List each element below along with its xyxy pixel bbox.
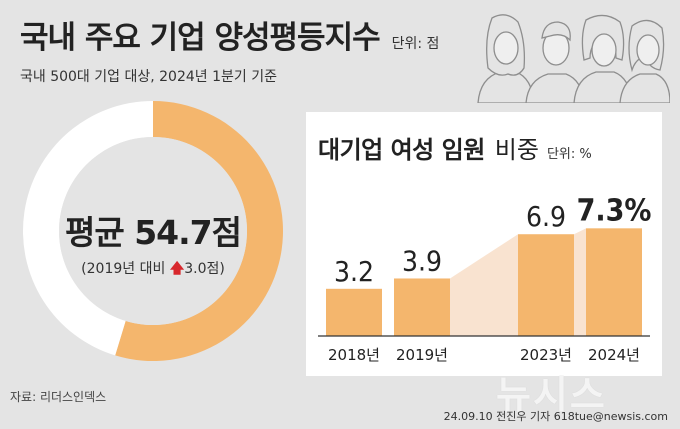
title-row: 국내 주요 기업 양성평등지수 단위: 점 — [20, 12, 439, 57]
executive-ratio-panel: 대기업 여성 임원 비중 단위: % 3.2 2018년 3.9 2019년 6.9 20… — [306, 112, 662, 376]
average-score-label: 평균 54.7점 — [65, 213, 242, 252]
category-label: 2018년 — [328, 346, 380, 364]
source-note: 자료: 리더스인덱스 — [10, 390, 107, 404]
growth-band — [450, 234, 518, 336]
category-label: 2023년 — [520, 346, 572, 364]
value-label: 7.3% — [577, 193, 652, 228]
credit-line: 24.09.10 전진우 기자 618tue@newsis.com — [443, 410, 668, 423]
executive-ratio-bar-chart: 3.2 2018년 3.9 2019년 6.9 2023년 7.3% 2024년 — [318, 193, 652, 364]
comparison-value: 3.0점) — [184, 261, 225, 277]
bar-2018년 — [326, 288, 382, 336]
up-arrow-icon: 🡅 — [169, 261, 185, 277]
bar-2019년 — [394, 278, 450, 336]
category-label: 2019년 — [396, 346, 448, 364]
growth-band-2 — [574, 228, 586, 336]
panel-title: 대기업 여성 임원 — [318, 136, 485, 164]
category-label: 2024년 — [588, 346, 640, 364]
donut-slice-1 — [22, 101, 153, 356]
panel-unit: 단위: % — [546, 147, 592, 162]
panel-title-row: 대기업 여성 임원 비중 단위: % — [318, 130, 592, 165]
women-illustration-icon — [477, 14, 670, 103]
donut-slice-0 — [115, 101, 283, 361]
value-label: 3.2 — [334, 255, 374, 288]
newsis-logo: 뉴시스 — [496, 373, 607, 417]
index-donut-chart — [22, 101, 283, 361]
value-label: 6.9 — [526, 200, 566, 233]
value-label: 3.9 — [402, 244, 442, 277]
panel-title-light: 비중 — [494, 136, 539, 164]
average-comparison: (2019년 대비 🡅3.0점) — [22, 258, 284, 282]
title-unit: 단위: 점 — [391, 36, 440, 52]
comparison-prefix: (2019년 대비 — [81, 261, 170, 277]
bar-2024년 — [586, 228, 642, 336]
donut-hole — [59, 137, 247, 325]
chart-subtitle: 국내 500대 기업 대상, 2024년 1분기 기준 — [20, 69, 277, 85]
bar-2023년 — [518, 234, 574, 336]
chart-title: 국내 주요 기업 양성평등지수 — [20, 20, 381, 56]
